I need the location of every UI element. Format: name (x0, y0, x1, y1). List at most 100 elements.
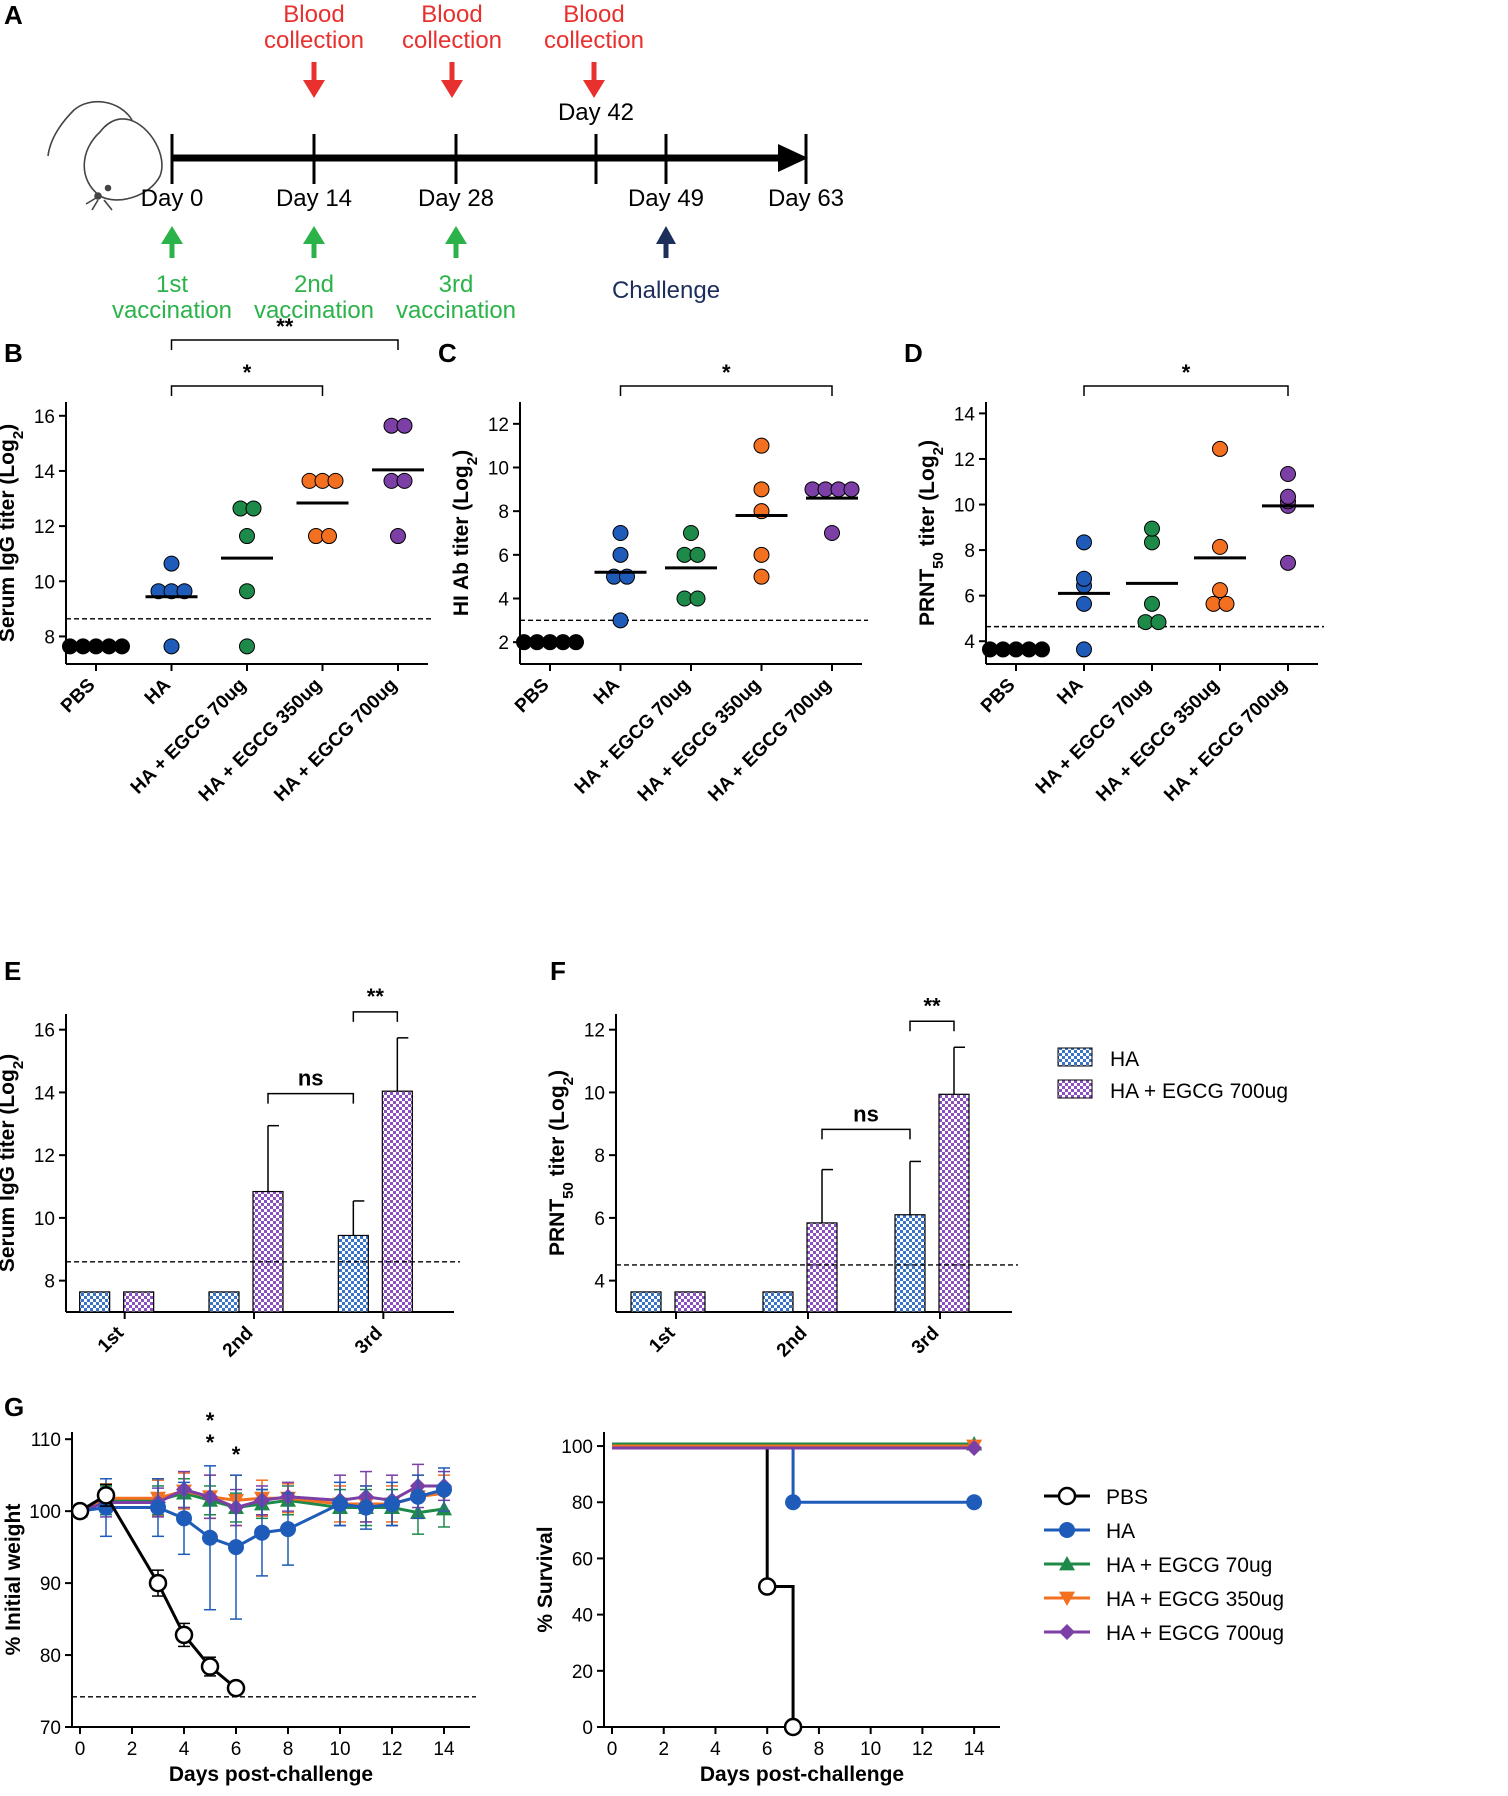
label-part: 2 (10, 1061, 27, 1069)
panel-label-b: B (4, 338, 23, 368)
significance-label: * (243, 360, 252, 385)
y-axis-label: PRNT50 titer (Log2) (916, 440, 947, 626)
x-tick-label: 8 (814, 1739, 825, 1760)
marker-ha (966, 1494, 983, 1511)
y-tick-label: 10 (954, 496, 975, 517)
blood-label: collection (544, 27, 644, 54)
y-tick-label: 0 (582, 1718, 593, 1739)
label-part: 2 (10, 431, 27, 439)
marker-pbs (70, 1501, 90, 1521)
vaccination-arrow-head (303, 226, 325, 244)
category-label: 2nd (773, 1323, 812, 1362)
category-label: HA + EGCG 700ug (704, 675, 835, 806)
bar-ha-egcg-700ug (381, 1090, 413, 1313)
label-part: ) (916, 440, 939, 447)
data-point (321, 528, 337, 545)
marker-pbs (783, 1717, 803, 1737)
y-axis-label: % Initial weight (2, 1504, 25, 1656)
legend-label: HA + EGCG 700ug (1106, 1622, 1284, 1645)
category-label: PBS (57, 675, 99, 717)
x-tick-label: 12 (912, 1739, 933, 1760)
y-tick-label: 4 (594, 1272, 605, 1293)
y-tick-label: 8 (44, 627, 55, 648)
data-point (824, 525, 840, 541)
significance-label: ** (923, 993, 941, 1018)
data-point (1076, 595, 1092, 612)
data-point (396, 417, 413, 434)
bar-ha (208, 1291, 240, 1313)
y-tick-label: 10 (34, 1209, 55, 1230)
marker-ha (176, 1510, 192, 1527)
label-part: Serum IgG titer (Log (0, 439, 19, 642)
series-pbs (70, 1483, 246, 1698)
x-tick-label: 2 (127, 1739, 138, 1760)
weight-panel: G 70 80 90 100 110 0 2 4 6 8 10 12 14 Days post-challe… (2, 1392, 476, 1786)
category-label: HA + EGCG 700ug (1160, 675, 1291, 806)
vaccination-arrow-head (161, 226, 183, 244)
data-point (176, 583, 193, 600)
survival-panel: 0 20 40 60 80 100 0 2 4 6 8 10 12 14 Days post-challen… (534, 1432, 1284, 1786)
challenge-label: Challenge (612, 277, 720, 304)
category-label: 2nd (219, 1323, 258, 1362)
significance-bracket (352, 1011, 399, 1022)
vaccination-label: vaccination (254, 297, 374, 324)
y-tick-label: 14 (34, 1083, 56, 1104)
blood-arrow-head (303, 80, 325, 98)
x-tick-label: 10 (860, 1739, 881, 1760)
blood-label: Blood (421, 1, 482, 28)
legend-label: HA (1106, 1520, 1135, 1543)
marker-pbs (174, 1625, 194, 1645)
series-pbs (612, 1444, 803, 1737)
label-part: ) (546, 1070, 569, 1077)
label-part: ) (450, 450, 473, 457)
label-part: 2 (560, 1077, 577, 1085)
marker-pbs (1057, 1486, 1077, 1506)
marker-ha (202, 1529, 218, 1546)
y-tick-label: 90 (40, 1574, 61, 1595)
data-point (1212, 440, 1228, 457)
marker-ha (1059, 1522, 1075, 1538)
data-point (753, 546, 770, 563)
y-tick-label: 6 (594, 1209, 605, 1230)
category-label: HA (590, 674, 624, 708)
marker-pbs (96, 1486, 116, 1505)
marker-ha (384, 1495, 400, 1512)
label-part: ) (0, 424, 19, 431)
annotation-star: * (232, 1442, 241, 1467)
timeline-day-label: Day 14 (276, 185, 352, 212)
label-part: HI Ab titer (Log (450, 465, 473, 616)
data-point (753, 437, 770, 454)
challenge-arrow-head (656, 226, 676, 244)
x-tick-label: 10 (329, 1739, 350, 1760)
x-tick-label: 14 (433, 1739, 455, 1760)
data-point (1144, 534, 1160, 551)
vaccination-label: 3rd (439, 271, 474, 298)
y-axis-label: HI Ab titer (Log2) (450, 450, 481, 616)
bar-ha-egcg-700ug (674, 1291, 706, 1313)
blood-arrow-head (441, 80, 463, 98)
mouse-icon (47, 101, 163, 211)
data-point (1076, 641, 1092, 658)
significance-bracket (821, 1128, 911, 1140)
data-point (396, 472, 413, 489)
data-point (239, 583, 255, 600)
data-point (1150, 614, 1167, 631)
marker-egcg-700 (966, 1440, 983, 1457)
y-axis-label: Serum IgG titer (Log2) (0, 424, 27, 642)
data-point (1280, 465, 1296, 482)
data-point (689, 546, 706, 563)
significance-bracket (170, 339, 399, 350)
timeline-day-label: Day 42 (558, 99, 634, 126)
y-tick-label: 12 (34, 1146, 55, 1167)
category-label: HA + EGCG 350ug (195, 675, 326, 806)
x-tick-label: 0 (75, 1739, 86, 1760)
label-part: PRNT (916, 569, 939, 626)
blood-label: collection (402, 27, 502, 54)
series-line (612, 1444, 975, 1504)
label-part: Serum IgG titer (Log (0, 1069, 19, 1272)
marker-pbs (226, 1678, 246, 1698)
x-tick-label: 6 (231, 1739, 242, 1760)
blood-arrow-head (583, 80, 605, 98)
category-label: PBS (977, 675, 1019, 717)
